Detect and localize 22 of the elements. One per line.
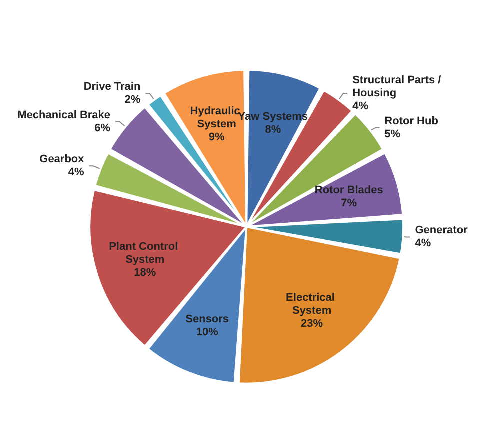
slice-label: Plant Control System bbox=[109, 240, 182, 266]
data-label: 6% bbox=[94, 122, 111, 134]
data-label: 18% bbox=[134, 266, 156, 279]
slice-label: Rotor Blades bbox=[314, 184, 384, 197]
slice-label: Generator bbox=[415, 224, 469, 237]
data-label: 8% bbox=[265, 124, 282, 136]
data-label: 4% bbox=[352, 100, 369, 112]
slice-label: Rotor Hub bbox=[384, 115, 439, 128]
data-label: 4% bbox=[68, 166, 84, 179]
slice-label: Structural Parts / Housing bbox=[352, 74, 442, 100]
data-label: 4% bbox=[415, 238, 432, 250]
slice-label: Mechanical Brake bbox=[18, 109, 111, 122]
data-label: 9% bbox=[208, 131, 226, 144]
slice-label: Electrical System bbox=[286, 292, 338, 318]
data-label: 2% bbox=[124, 94, 141, 106]
data-label: 10% bbox=[196, 326, 219, 339]
slice-label: Drive Train bbox=[84, 80, 141, 93]
data-label: 5% bbox=[384, 128, 401, 140]
slice-label: Sensors bbox=[186, 314, 230, 326]
data-label: 7% bbox=[341, 198, 358, 210]
slice-label: Gearbox bbox=[40, 154, 86, 166]
data-label: 23% bbox=[301, 318, 324, 330]
